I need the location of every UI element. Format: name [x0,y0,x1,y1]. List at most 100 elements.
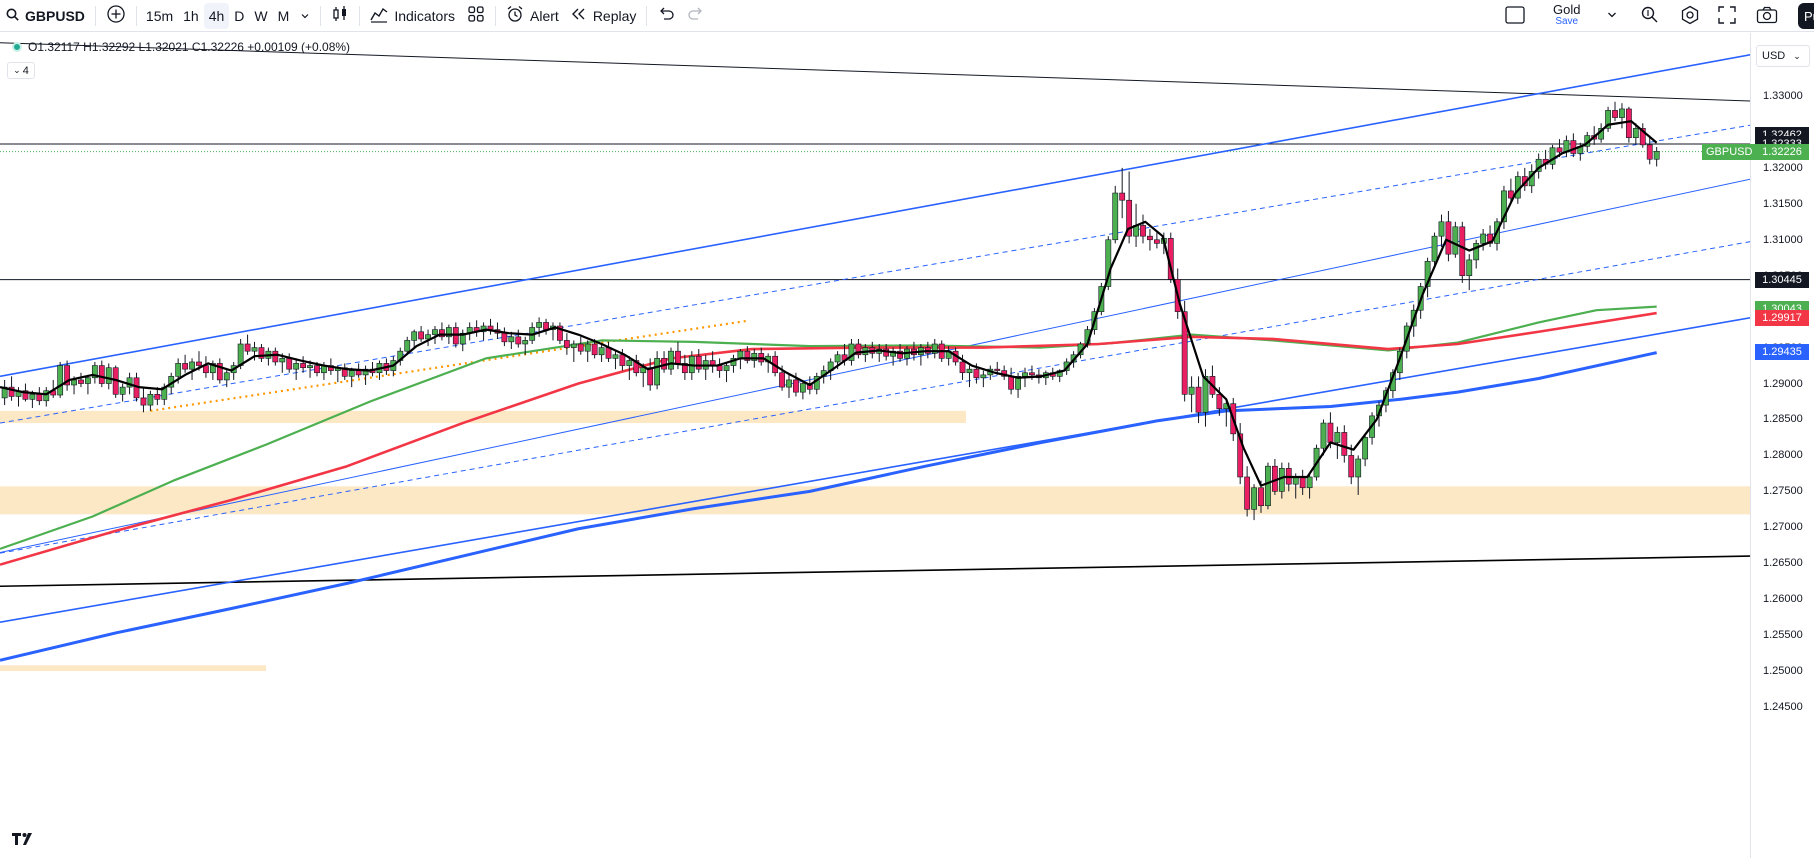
candle-bull [723,365,730,371]
timeframe-dropdown[interactable] [294,0,316,32]
timeframe-15m[interactable]: 15m [145,7,174,24]
divider [646,5,648,26]
price-tick: 1.24500 [1763,701,1803,713]
candle-bear [1348,455,1355,478]
price-tick: 1.32000 [1763,161,1803,174]
candle-bull [209,363,216,374]
divider [495,5,497,26]
candle-bear [501,332,508,343]
chevron-down-icon [300,8,310,24]
price-chart[interactable] [0,33,1750,858]
tradingview-logo [12,833,38,852]
candle-bear [300,363,307,369]
snapshot-button[interactable] [1756,0,1778,32]
alert-button[interactable]: Alert [500,0,565,32]
candle-bull [1334,432,1341,443]
price-tick: 1.26500 [1763,557,1803,570]
lower-zone [0,665,267,672]
gold-dropdown[interactable] [1606,0,1618,32]
candle-bear [793,379,799,393]
candle-bear [1258,487,1264,507]
indicators-button[interactable]: Indicators [364,0,461,32]
undo-button[interactable] [651,0,681,32]
candle-bull [536,322,543,328]
chevron-down-icon: ⌄ [1793,50,1801,61]
chart-type-button[interactable] [325,0,355,32]
candles-icon [331,5,349,26]
alert-label: Alert [530,7,559,24]
fullscreen-button[interactable] [1718,0,1736,32]
replay-button[interactable]: Replay [565,0,643,32]
candle-bear [418,331,425,340]
candle-bear [959,361,966,374]
price-tick: 1.33000 [1763,90,1803,102]
candle-bull [584,343,591,352]
price-tick: 1.25500 [1763,629,1803,642]
square-icon [1504,5,1526,28]
candle-bull [459,332,466,345]
layout-button[interactable] [1504,0,1526,32]
camera-icon [1756,6,1778,27]
gold-plan: Gold Save [1553,2,1581,28]
candle-bear [557,325,563,341]
publish-button[interactable]: Pu [1798,3,1814,29]
channel-upper [0,53,1750,378]
grid-icon [467,5,485,26]
candle-bear [1459,226,1466,277]
candle-bull [1306,476,1313,489]
indicators-collapse-toggle[interactable]: ⌄ 4 [7,62,35,79]
symbol-search[interactable]: GBPUSD [0,0,91,32]
candle-bull [1396,350,1403,374]
redo-button[interactable] [681,0,711,32]
currency-selector[interactable]: USD ⌄ [1756,45,1810,67]
price-scale[interactable] [1750,33,1814,858]
gold-plan-button[interactable]: Gold Save [1553,0,1580,32]
candle-bear [647,367,654,386]
candle-bull [1605,110,1611,129]
candle-bull [654,358,661,386]
candle-bull [307,365,313,369]
candle-bull [786,379,792,388]
quick-search-button[interactable] [1640,0,1660,32]
candle-bull [508,336,515,343]
settings-button[interactable] [1680,0,1700,32]
candle-bear [897,350,903,359]
candle-bull [668,350,674,370]
candle-bear [563,340,570,348]
templates-button[interactable] [461,0,491,32]
candle-bear [1507,190,1514,199]
timeframe-w[interactable]: W [254,7,268,24]
compare-button[interactable] [100,0,132,32]
candle-bear [154,394,161,400]
candle-bear [1153,239,1160,244]
candle-bear [1612,110,1618,118]
redo-icon [687,7,705,24]
candle-bull [640,367,647,374]
candle-bear [1556,147,1563,153]
candle-bear [1147,235,1153,241]
candle-bull [1105,239,1112,287]
candle-bull [293,363,300,370]
timeframe-d[interactable]: D [234,7,245,24]
candle-bear [994,368,1001,371]
candle-bear [633,360,640,374]
timeframe-4h[interactable]: 4h [203,2,230,29]
candle-bull [279,358,286,363]
candle-bear [439,329,445,338]
candle-bear [1625,108,1632,138]
timeframe-1h[interactable]: 1h [183,7,199,24]
gold-sub: Save [1555,16,1579,27]
candle-bull [404,340,411,352]
candle-bull [362,368,369,376]
candle-bull [1022,372,1028,377]
rewind-icon [571,7,587,24]
symbol-name: GBPUSD [25,7,85,24]
candle-bear [1646,144,1653,160]
gold-label: Gold [1553,2,1581,17]
candle-bull [848,343,855,361]
timeframe-m[interactable]: M [277,7,290,24]
candle-bear [182,363,189,370]
demand-zone [0,486,1750,515]
divider [94,5,96,26]
